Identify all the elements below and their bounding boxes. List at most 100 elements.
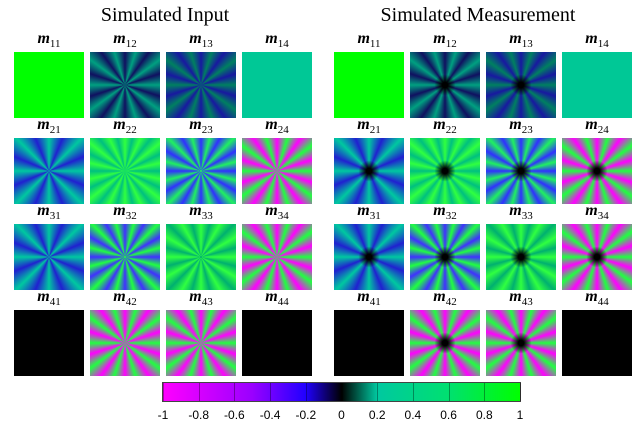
matrix-image [410,138,480,204]
matrix-image [486,138,556,204]
matrix-image [242,224,312,290]
symbol: m [189,288,202,305]
element-label: m11 [14,30,84,50]
symbol: m [189,202,202,219]
tick-label: 0.2 [368,408,386,422]
element-label: m21 [334,116,404,136]
subscript: 34 [277,210,289,223]
element-label: m44 [242,288,312,308]
matrix-image [334,310,404,376]
element-label: m41 [334,288,404,308]
element-label: m43 [166,288,236,308]
tick-mark [270,383,272,401]
element-label: m33 [166,202,236,222]
subscript: 12 [445,38,457,51]
element-label: m22 [90,116,160,136]
element-label: m22 [410,116,480,136]
matrix-image [410,52,480,118]
element-label: m14 [562,30,632,50]
matrix-image [410,310,480,376]
tick-label: -0.8 [188,408,210,422]
tick-label: -1 [157,408,169,422]
tick-mark [163,383,164,401]
element-label: m23 [166,116,236,136]
element-label: m13 [166,30,236,50]
symbol: m [585,30,598,47]
symbol: m [509,30,522,47]
symbol: m [37,288,50,305]
subscript: 41 [369,296,381,309]
tick-label: -0.6 [224,408,245,422]
symbol: m [265,288,278,305]
subscript: 22 [125,124,137,137]
matrix-image [562,310,632,376]
symbol: m [585,116,598,133]
symbol: m [357,30,370,47]
symbol: m [265,202,278,219]
subscript: 13 [521,38,533,51]
symbol: m [357,288,370,305]
element-label: m32 [410,202,480,222]
subscript: 21 [49,124,61,137]
subscript: 11 [49,38,61,51]
tick-mark [234,383,236,401]
element-label: m43 [486,288,556,308]
tick-label: 0 [338,408,345,422]
subscript: 43 [521,296,533,309]
symbol: m [433,116,446,133]
symbol: m [37,116,50,133]
subscript: 12 [125,38,137,51]
matrix-image [562,52,632,118]
subscript: 33 [201,210,213,223]
subscript: 32 [445,210,457,223]
symbol: m [433,30,446,47]
element-label: m24 [242,116,312,136]
element-label: m34 [562,202,632,222]
element-label: m31 [14,202,84,222]
subscript: 44 [597,296,609,309]
element-label: m32 [90,202,160,222]
subscript: 11 [369,38,381,51]
matrix-image [334,52,404,118]
tick-mark [198,383,200,401]
matrix-image [14,138,84,204]
subscript: 31 [369,210,381,223]
subscript: 22 [445,124,457,137]
symbol: m [113,202,126,219]
subscript: 44 [277,296,289,309]
matrix-image [486,224,556,290]
symbol: m [189,30,202,47]
symbol: m [265,116,278,133]
subscript: 14 [277,38,289,51]
symbol: m [509,202,522,219]
element-label: m41 [14,288,84,308]
matrix-image [242,52,312,118]
tick-mark [412,383,414,401]
matrix-image [14,52,84,118]
element-label: m34 [242,202,312,222]
symbol: m [113,288,126,305]
tick-mark [520,383,521,401]
tick-label: 0.4 [404,408,422,422]
element-label: m31 [334,202,404,222]
subscript: 23 [201,124,213,137]
element-label: m33 [486,202,556,222]
matrix-image [166,310,236,376]
subscript: 14 [597,38,609,51]
tick-mark [484,383,486,401]
matrix-image [166,138,236,204]
subscript: 43 [201,296,213,309]
matrix-image [334,138,404,204]
tick-mark [377,383,379,401]
subscript: 23 [521,124,533,137]
element-label: m21 [14,116,84,136]
matrix-image [242,138,312,204]
tick-label: 1 [516,408,524,422]
symbol: m [509,288,522,305]
element-label: m42 [90,288,160,308]
element-label: m12 [90,30,160,50]
symbol: m [357,202,370,219]
symbol: m [265,30,278,47]
element-label: m13 [486,30,556,50]
matrix-image [486,52,556,118]
